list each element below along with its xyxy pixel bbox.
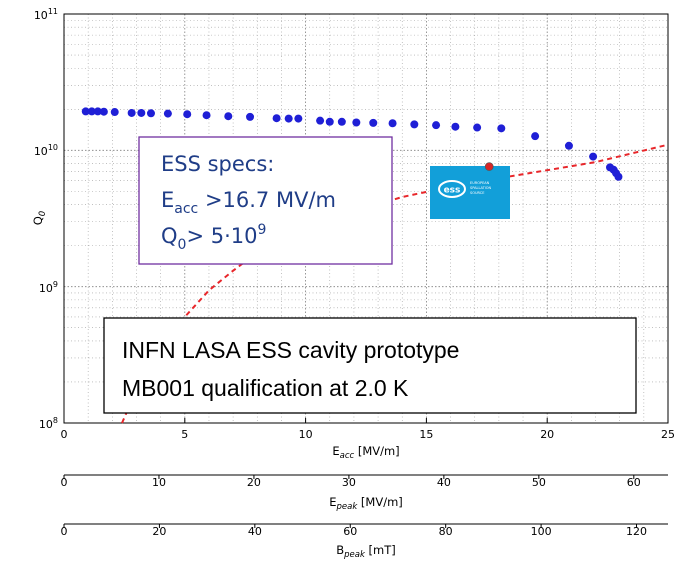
- ess-logo: ess EUROPEAN SPALLATION SOURCE: [430, 166, 510, 219]
- secondary-tick-label: 120: [626, 525, 647, 538]
- secondary-axis-2-ticks: 0 20 40 60 80 100 120: [61, 524, 647, 538]
- infn-info-frame: [103, 317, 637, 414]
- data-point: [202, 111, 211, 120]
- infn-info-line1: INFN LASA ESS cavity prototype: [122, 337, 459, 363]
- ess-logo-small-text: SPALLATION: [470, 186, 492, 190]
- red-point-layer: [484, 162, 494, 171]
- y-axis-label: Q0: [31, 211, 48, 225]
- y-tick-label: 109: [39, 280, 58, 295]
- ess-logo-small-text: SOURCE: [470, 191, 484, 195]
- y-tick-label: 108: [39, 416, 58, 431]
- x-axis-label: Eacc [MV/m]: [332, 444, 399, 461]
- secondary-tick-label: 40: [437, 476, 451, 489]
- data-point: [337, 117, 346, 126]
- secondary-tick-label: 20: [152, 525, 166, 538]
- x-tick-label: 0: [61, 428, 68, 441]
- ess-specs-frame: [138, 136, 393, 265]
- data-point: [224, 112, 233, 121]
- data-point: [410, 120, 419, 129]
- data-point: [294, 114, 303, 123]
- secondary-axis-1-ticks: 0 10 20 30 40 50 60: [61, 475, 641, 489]
- data-point: [473, 123, 482, 132]
- data-point: [432, 121, 441, 130]
- secondary-tick-label: 60: [627, 476, 641, 489]
- x-tick-labels: 0 5 10 15 20 25: [61, 428, 676, 441]
- ess-specs-eacc: Eacc >16.7 MV/m: [161, 188, 336, 217]
- ess-logo-background: [430, 166, 510, 219]
- secondary-tick-label: 0: [61, 476, 68, 489]
- data-point: [87, 107, 96, 116]
- plot-frame: [63, 13, 669, 424]
- data-point: [284, 114, 293, 123]
- secondary-axis-2-label: Bpeak [mT]: [336, 543, 396, 560]
- data-point: [589, 152, 598, 161]
- ess-specs-title: ESS specs:: [161, 152, 274, 176]
- secondary-axis-1-label: Epeak [MV/m]: [329, 495, 403, 512]
- ess-logo-text: ess: [444, 186, 461, 196]
- y-tick-label: 1011: [34, 7, 58, 22]
- data-point: [564, 141, 573, 150]
- secondary-tick-label: 100: [531, 525, 552, 538]
- data-point: [497, 124, 506, 133]
- data-point: [369, 118, 378, 127]
- data-point: [127, 108, 136, 117]
- ess-specs-q0: Q0> 5·109: [161, 222, 266, 253]
- secondary-tick-label: 0: [61, 525, 68, 538]
- data-point: [316, 116, 325, 125]
- secondary-tick-label: 60: [343, 525, 357, 538]
- highlight-point: [484, 162, 494, 171]
- data-point: [451, 122, 460, 131]
- x-tick-label: 5: [181, 428, 188, 441]
- x-tick-label: 25: [661, 428, 675, 441]
- secondary-tick-label: 20: [247, 476, 261, 489]
- data-point: [99, 107, 108, 116]
- data-point: [81, 107, 90, 116]
- data-point: [388, 119, 397, 128]
- data-point: [614, 172, 623, 181]
- ess-logo-ring: [438, 180, 466, 198]
- data-point: [183, 110, 192, 119]
- ess-logo-small-text: EUROPEAN: [470, 181, 490, 185]
- secondary-tick-label: 50: [532, 476, 546, 489]
- data-point: [352, 118, 361, 127]
- infn-info-line2: MB001 qualification at 2.0 K: [122, 375, 409, 401]
- x-tick-label: 15: [419, 428, 433, 441]
- secondary-tick-label: 10: [152, 476, 166, 489]
- data-point: [246, 112, 255, 121]
- data-point: [146, 109, 155, 118]
- secondary-tick-label: 30: [342, 476, 356, 489]
- data-point: [325, 117, 334, 126]
- secondary-tick-label: 40: [248, 525, 262, 538]
- data-point: [272, 114, 281, 123]
- y-tick-labels: 108 109 1010 1011: [34, 7, 58, 431]
- x-tick-label: 20: [540, 428, 554, 441]
- data-point: [163, 109, 172, 118]
- series-layer: [81, 107, 669, 424]
- secondary-tick-label: 80: [439, 525, 453, 538]
- data-point: [93, 107, 102, 116]
- ess-specs-box: ESS specs: Eacc >16.7 MV/m Q0> 5·109: [138, 136, 393, 265]
- data-point: [531, 132, 540, 141]
- data-point: [110, 108, 119, 117]
- x-tick-label: 10: [299, 428, 313, 441]
- data-point: [137, 108, 146, 117]
- y-tick-label: 1010: [34, 143, 58, 158]
- infn-info-box: INFN LASA ESS cavity prototype MB001 qua…: [103, 317, 637, 414]
